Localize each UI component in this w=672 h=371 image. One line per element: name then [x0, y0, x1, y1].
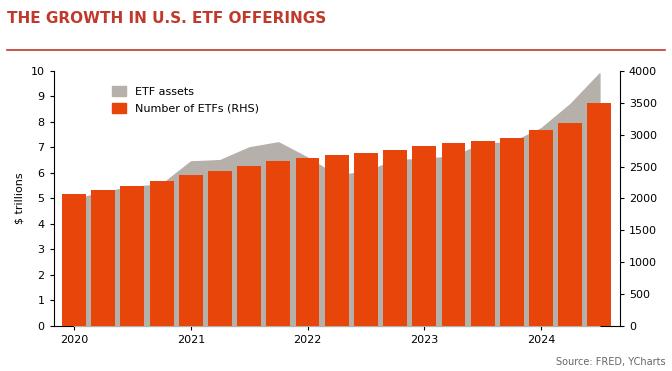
Bar: [500, 138, 523, 326]
Bar: [296, 158, 319, 326]
Bar: [62, 194, 86, 326]
Bar: [208, 171, 232, 326]
Bar: [120, 186, 144, 326]
Bar: [266, 161, 290, 326]
Y-axis label: $ trillions: $ trillions: [15, 173, 25, 224]
Text: THE GROWTH IN U.S. ETF OFFERINGS: THE GROWTH IN U.S. ETF OFFERINGS: [7, 11, 326, 26]
Bar: [442, 143, 466, 326]
Bar: [383, 150, 407, 326]
Bar: [558, 122, 582, 326]
Bar: [587, 103, 612, 326]
Bar: [237, 166, 261, 326]
Text: Source: FRED, YCharts: Source: FRED, YCharts: [556, 357, 665, 367]
Bar: [413, 146, 436, 326]
Bar: [150, 181, 173, 326]
Bar: [529, 130, 553, 326]
Legend: ETF assets, Number of ETFs (RHS): ETF assets, Number of ETFs (RHS): [110, 84, 261, 116]
Bar: [325, 155, 349, 326]
Bar: [470, 141, 495, 326]
Bar: [354, 152, 378, 326]
Bar: [179, 175, 203, 326]
Bar: [91, 190, 115, 326]
